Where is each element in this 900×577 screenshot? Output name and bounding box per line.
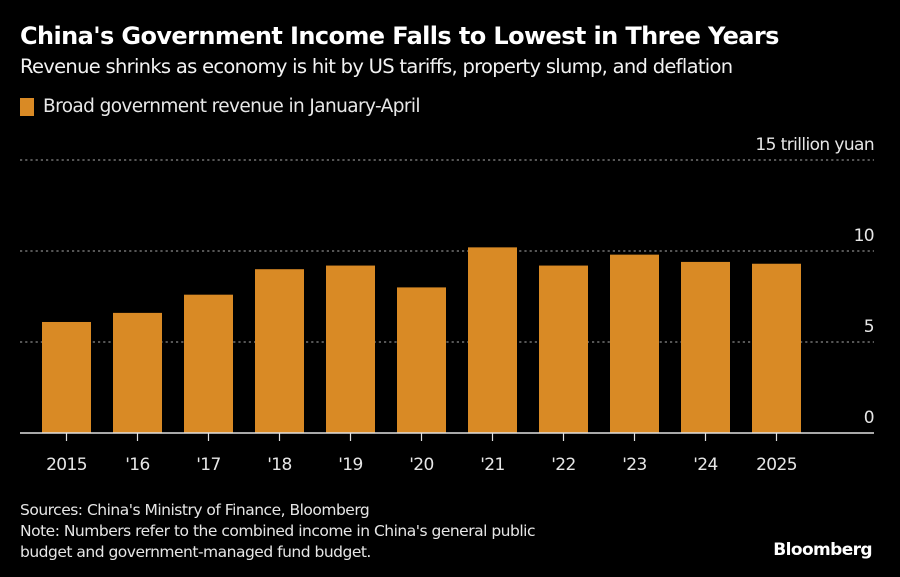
x-tick-label: 2025 — [756, 455, 797, 475]
chart-subtitle: Revenue shrinks as economy is hit by US … — [20, 55, 733, 78]
bar-chart: 0 5 10 15 trillion yuan 2015 '16 '17 '18 '19 '20… — [20, 135, 875, 475]
bar-24 — [681, 261, 730, 433]
bar-2015 — [42, 321, 91, 433]
bar-2025 — [752, 263, 801, 433]
x-tick-label: '22 — [551, 455, 576, 475]
legend-swatch — [20, 97, 34, 116]
note-text-line1: Note: Numbers refer to the combined inco… — [20, 522, 535, 540]
chart-title: China's Government Income Falls to Lowes… — [20, 22, 779, 50]
x-tick-label: '19 — [338, 455, 363, 475]
bar-22 — [539, 265, 588, 433]
legend: Broad government revenue in January-Apri… — [20, 96, 421, 117]
x-tick-label: 2015 — [46, 455, 87, 475]
x-tick-label: '23 — [622, 455, 647, 475]
bar-18 — [255, 269, 304, 433]
y-tick-label: 5 — [864, 317, 874, 337]
x-axis-labels: 2015 '16 '17 '18 '19 '20 '21 '22 '23 '24 2025 — [46, 455, 797, 475]
x-tick-label: '18 — [267, 455, 292, 475]
x-tick-label: '17 — [196, 455, 221, 475]
bar-19 — [326, 265, 375, 433]
note-text-line2: budget and government-managed fund budge… — [20, 543, 371, 561]
bars — [42, 247, 801, 433]
x-tick-label: '16 — [125, 455, 150, 475]
bar-21 — [468, 247, 517, 433]
y-tick-label: 15 trillion yuan — [755, 135, 874, 155]
bar-20 — [397, 287, 446, 433]
bloomberg-logo: Bloomberg — [773, 540, 872, 560]
legend-label: Broad government revenue in January-Apri… — [43, 96, 421, 117]
x-tick-label: '24 — [693, 455, 718, 475]
footer: Sources: China's Ministry of Finance, Bl… — [20, 500, 535, 563]
y-tick-label: 10 — [854, 226, 874, 246]
y-axis-labels: 0 5 10 15 trillion yuan — [755, 135, 874, 428]
y-tick-label: 0 — [864, 408, 874, 428]
x-axis — [20, 432, 874, 441]
x-tick-label: '21 — [480, 455, 505, 475]
bar-23 — [610, 254, 659, 433]
gridlines — [20, 159, 874, 343]
bar-16 — [113, 312, 162, 433]
x-tick-label: '20 — [409, 455, 434, 475]
bar-17 — [184, 294, 233, 433]
sources-text: Sources: China's Ministry of Finance, Bl… — [20, 501, 370, 519]
